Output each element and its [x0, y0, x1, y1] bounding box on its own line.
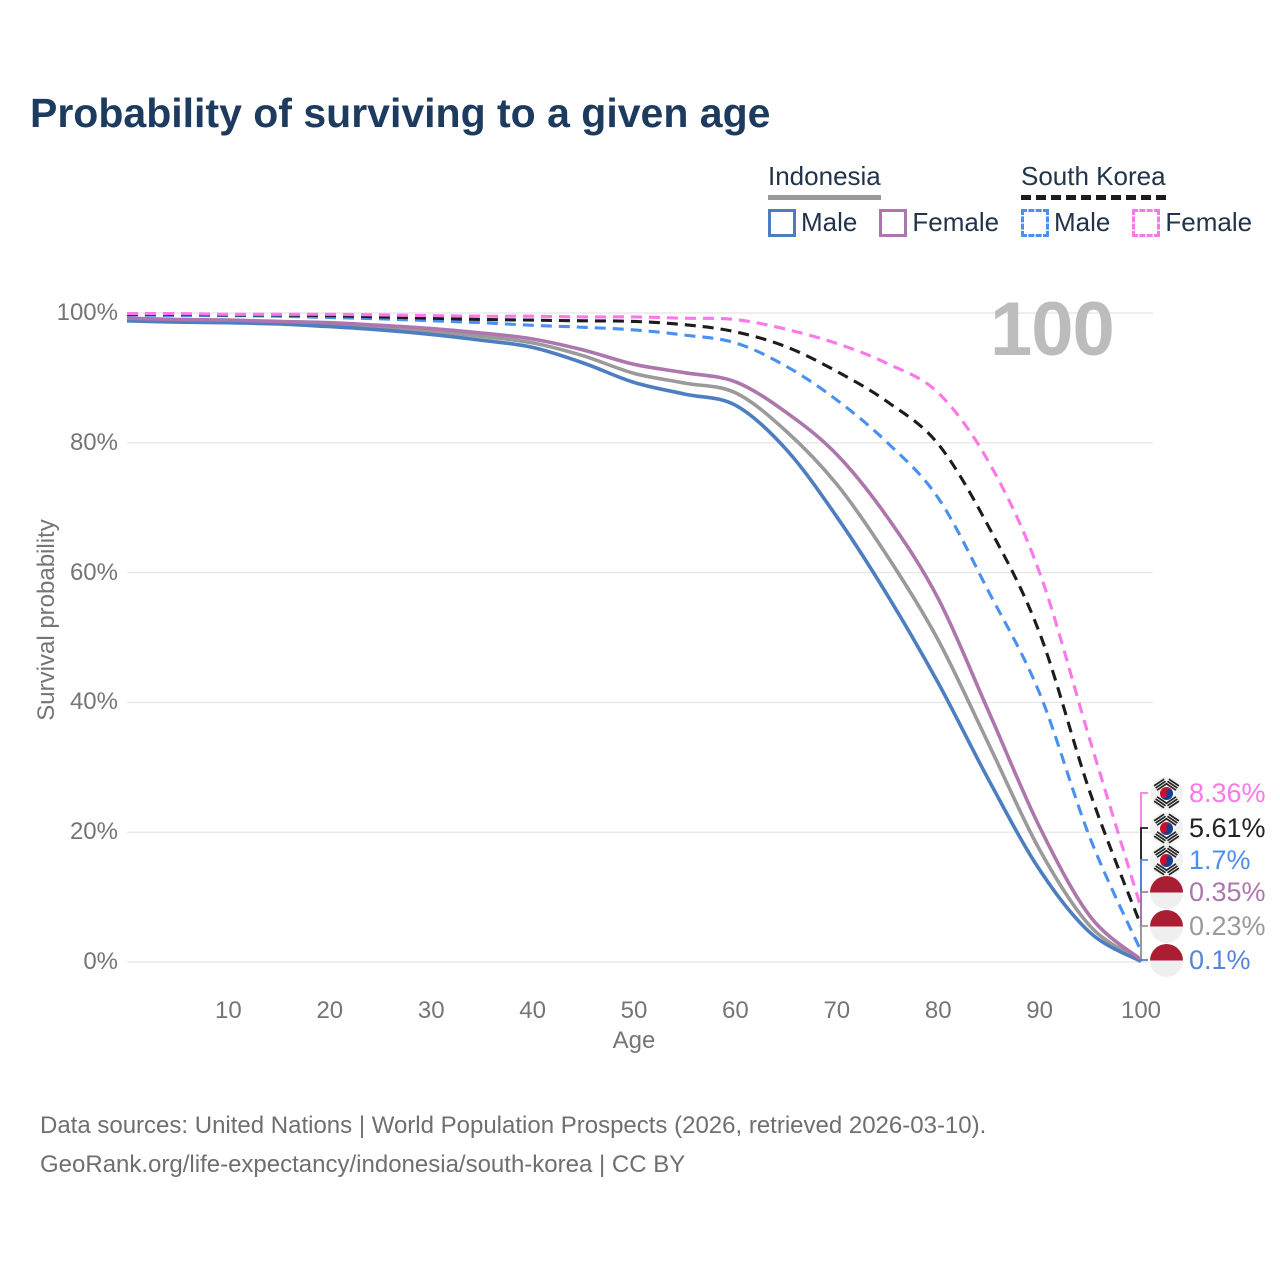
legend-item-indonesia-female[interactable]: Female: [879, 207, 999, 238]
curve-south-korea-both-sexes[interactable]: [126, 312, 1143, 927]
south-korea-female-swatch: [1132, 208, 1161, 237]
legend-item-south-korea-female[interactable]: Female: [1132, 207, 1252, 238]
leader-line-south-korea-female: [1140, 792, 1148, 908]
page-title: Probability of surviving to a given age: [30, 90, 771, 136]
x-tick-label: 80: [925, 997, 952, 1024]
end-label-value: 1.7%: [1189, 844, 1251, 875]
indonesia-flag-icon: [1150, 943, 1183, 977]
x-tick-label: 50: [621, 997, 648, 1024]
legend-group-south-korea: South Korea Male Female: [1021, 161, 1274, 238]
y-tick-label: 40%: [69, 688, 118, 716]
end-label-indonesia-female: 0.35%: [1150, 875, 1266, 909]
x-tick-label: 10: [215, 997, 242, 1024]
y-tick-label: 100%: [56, 299, 118, 326]
leader-line-indonesia-male: [1140, 959, 1148, 962]
x-tick-label: 30: [418, 997, 445, 1024]
leader-line-south-korea-male: [1140, 859, 1148, 951]
curve-indonesia-female[interactable]: [126, 316, 1143, 962]
end-label-value: 0.1%: [1189, 944, 1251, 975]
end-label-value: 5.61%: [1189, 812, 1266, 843]
curve-indonesia-male[interactable]: [126, 319, 1142, 963]
x-tick-label: 100: [1121, 997, 1161, 1024]
y-tick-label: 60%: [69, 558, 118, 586]
end-label-south-korea-male: 1.7%: [1150, 843, 1251, 877]
x-tick-label: 40: [519, 997, 546, 1024]
indonesia-flag-icon: [1150, 875, 1183, 909]
legend-label-south-korea-female: Female: [1165, 207, 1253, 237]
south-korea-flag-icon: [1150, 776, 1183, 810]
data-sources-line: Data sources: United Nations | World Pop…: [40, 1112, 987, 1139]
indonesia-male-swatch: [768, 208, 796, 237]
legend-group-south-korea-header: South Korea: [1021, 161, 1166, 200]
x-tick-label: 20: [316, 997, 343, 1024]
x-axis-title: Age: [612, 1027, 656, 1054]
x-tick-label: 70: [823, 997, 850, 1024]
y-tick-label: 0%: [83, 948, 118, 975]
legend-label-indonesia-female: Female: [912, 207, 1000, 237]
y-tick-label: 80%: [69, 428, 118, 456]
south-korea-flag-icon: [1150, 843, 1183, 877]
curve-indonesia-both-sexes[interactable]: [126, 317, 1143, 963]
indonesia-female-swatch: [879, 208, 908, 237]
end-label-value: 8.36%: [1189, 777, 1266, 808]
end-label-value: 0.35%: [1189, 876, 1266, 907]
footer: Data sources: United Nations | World Pop…: [40, 1106, 986, 1184]
attribution-line: GeoRank.org/life-expectancy/indonesia/so…: [40, 1151, 686, 1178]
end-label-south-korea-both-sexes: 5.61%: [1150, 811, 1266, 845]
x-tick-label: 90: [1026, 997, 1053, 1024]
indonesia-flag-icon: [1150, 909, 1183, 943]
end-label-indonesia-male: 0.1%: [1150, 943, 1251, 977]
y-tick-label: 20%: [69, 818, 118, 846]
legend-item-indonesia-male[interactable]: Male: [768, 207, 857, 238]
legend-label-south-korea-male: Male: [1054, 207, 1111, 237]
legend-item-south-korea-male[interactable]: Male: [1021, 207, 1110, 238]
x-tick-label: 60: [722, 997, 749, 1024]
legend-label-indonesia-male: Male: [801, 207, 858, 237]
leader-line-south-korea-both-sexes: [1140, 827, 1148, 926]
south-korea-flag-icon: [1150, 811, 1183, 845]
legend-group-indonesia: Indonesia Male Female: [768, 161, 1021, 238]
hover-age-watermark: 100: [990, 287, 1115, 372]
legend-group-indonesia-header: Indonesia: [768, 161, 881, 200]
curve-south-korea-male[interactable]: [126, 313, 1143, 952]
end-label-value: 0.23%: [1189, 910, 1266, 941]
curve-south-korea-female[interactable]: [126, 312, 1143, 909]
end-label-south-korea-female: 8.36%: [1150, 776, 1266, 810]
end-label-indonesia-both-sexes: 0.23%: [1150, 909, 1266, 943]
south-korea-male-swatch: [1021, 208, 1049, 237]
leader-line-indonesia-both-sexes: [1140, 925, 1148, 961]
